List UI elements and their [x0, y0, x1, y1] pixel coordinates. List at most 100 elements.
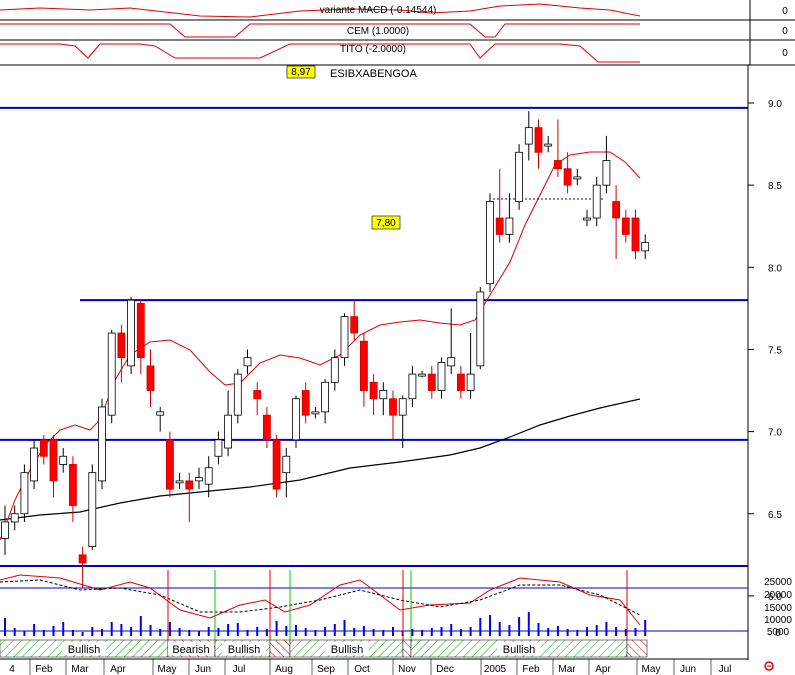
candle-body	[185, 480, 194, 490]
candle-body	[369, 381, 378, 400]
time-tick-label: 4	[9, 664, 15, 675]
trend-band: Bullish Bearish Bullish Bullish Bullish	[0, 639, 648, 658]
macd-zero: 0	[782, 6, 788, 17]
time-tick-label: Jul	[233, 664, 246, 675]
short-moving-average	[0, 151, 641, 541]
candlesticks	[1, 111, 650, 588]
time-tick-label: Oct	[354, 664, 370, 675]
time-tick-label: Aug	[275, 664, 293, 675]
candle-body	[631, 217, 640, 252]
candle-body	[389, 398, 397, 416]
high-price-label: 8,97	[291, 67, 311, 78]
candle-body	[612, 201, 620, 219]
volume-tick-label: 5000	[767, 627, 790, 638]
price-tick-label: 7.5	[768, 345, 782, 356]
volume-tick-label: 0	[775, 628, 781, 639]
candle-body	[359, 340, 368, 391]
candle-body	[117, 332, 126, 359]
candle-body	[418, 373, 427, 377]
trend-label: Bullish	[228, 644, 260, 656]
high-price-badge	[286, 65, 316, 79]
trend-label: Bullish	[331, 644, 363, 656]
candle-body	[301, 390, 310, 416]
candle-body	[10, 513, 19, 523]
candle-body	[214, 439, 223, 457]
candle-body	[466, 373, 475, 391]
candle-body	[592, 184, 601, 219]
candle-body	[156, 411, 165, 416]
candle-body	[204, 467, 213, 485]
candle-body	[88, 472, 97, 548]
candle-body	[311, 411, 320, 415]
candle-body	[233, 373, 242, 416]
price-tick-label: 6.0	[768, 592, 782, 603]
time-tick-label: Feb	[35, 664, 53, 675]
candle-body	[59, 455, 68, 465]
horizontal-levels	[0, 106, 748, 441]
candle-body	[282, 455, 291, 474]
support-badge	[371, 215, 401, 230]
candle-body	[292, 398, 300, 441]
support-label: 7,80	[376, 218, 396, 229]
candle-body	[146, 365, 155, 391]
candle-body	[427, 373, 436, 391]
trend-label-bg	[222, 642, 266, 655]
candle-body	[195, 477, 203, 482]
trend-label-bg	[497, 642, 541, 655]
volume-signal-line	[0, 579, 641, 616]
candle-body	[544, 143, 553, 147]
candle-body	[69, 464, 77, 506]
volume-osc-line	[0, 574, 641, 626]
price-tick-label: 6.5	[768, 510, 782, 521]
candle-body	[515, 151, 523, 202]
trend-label: Bullish	[68, 644, 100, 656]
trend-label: Bullish	[503, 644, 535, 656]
time-tick-label: Sep	[317, 664, 335, 675]
chart-title: ESIBXABENGOA	[330, 68, 417, 80]
candle-body	[98, 406, 106, 482]
candle-body	[408, 373, 417, 400]
candle-body	[505, 217, 514, 235]
trend-label: Bearish	[172, 644, 209, 656]
candle-body	[136, 303, 145, 359]
time-tick-label: Mar	[558, 664, 576, 675]
indicator-panels: variante MACD (-0.14544) CEM (1.0000) TI…	[0, 0, 795, 66]
time-tick-label: Jun	[195, 664, 211, 675]
candle-body	[1, 521, 9, 539]
candle-body	[486, 201, 494, 285]
time-tick-label: Jun	[680, 664, 696, 675]
time-tick-label: Mar	[71, 664, 89, 675]
tito-line	[0, 43, 640, 63]
time-tick-label: May	[158, 664, 177, 675]
candle-body	[78, 554, 87, 564]
scroll-icon[interactable]	[764, 661, 774, 671]
time-tick-label: 2005	[484, 664, 507, 675]
time-tick-label: Apr	[110, 664, 126, 675]
candle-body	[379, 390, 388, 400]
volume-tick-label: 15000	[764, 603, 792, 614]
time-axis: 4 Feb Mar Apr May Jun Jul Aug Sep Oct Nov Dec 2005 Fe…	[9, 659, 731, 675]
price-tick-label: 8.5	[768, 181, 782, 192]
candle-body	[340, 316, 349, 359]
panel-separator	[0, 565, 748, 567]
candle-body	[573, 176, 582, 180]
cem-line	[0, 23, 640, 38]
price-tick-label: 7.0	[768, 428, 782, 439]
trend-segment	[626, 639, 648, 658]
candle-body	[583, 217, 591, 221]
tito-zero: 0	[782, 48, 788, 59]
candle-body	[398, 398, 407, 416]
macd-label: variante MACD (-0.14544)	[320, 5, 437, 16]
candle-body	[563, 168, 572, 186]
volume-tick-label: 25000	[764, 577, 792, 588]
candle-body	[330, 357, 339, 383]
tito-label: TITO (-2.0000)	[340, 44, 406, 55]
candle-body	[534, 127, 543, 153]
candle-body	[20, 472, 29, 515]
trend-label-bg	[168, 642, 214, 655]
time-tick-label: May	[642, 664, 661, 675]
candle-body	[253, 390, 262, 400]
candle-body	[476, 291, 485, 367]
